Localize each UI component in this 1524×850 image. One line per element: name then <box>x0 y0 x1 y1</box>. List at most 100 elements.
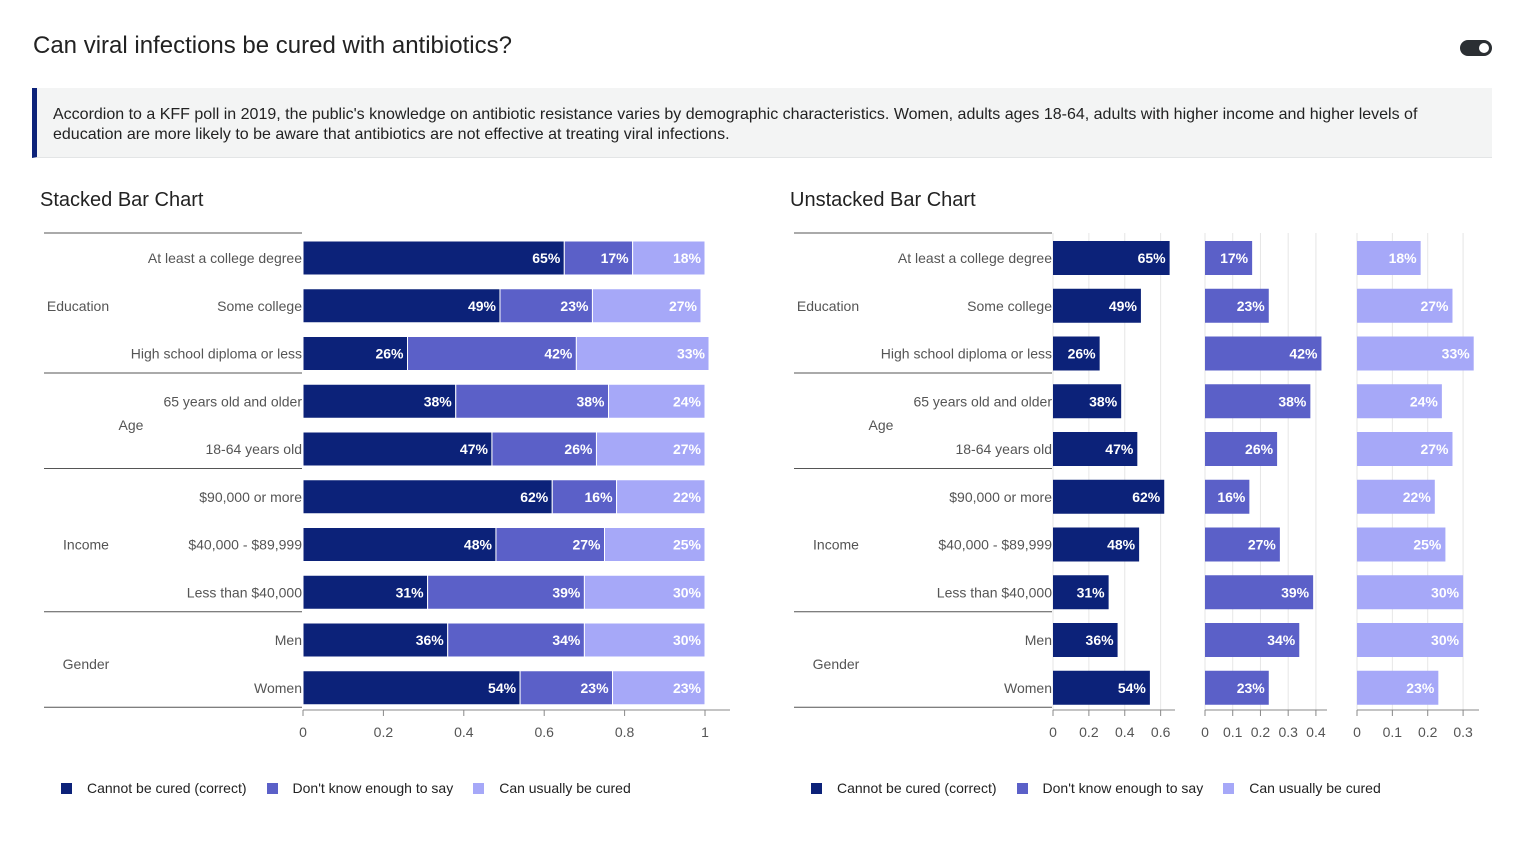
legend-item-dontknow[interactable]: Don't know enough to say <box>266 780 454 796</box>
x-tick-label: 0.4 <box>1306 724 1326 740</box>
category-label: Some college <box>217 298 302 314</box>
bar <box>1357 527 1446 562</box>
legend-swatch <box>1223 782 1235 794</box>
bar <box>1357 336 1474 371</box>
data-label: 26% <box>1068 346 1097 362</box>
bar-segment <box>632 240 706 276</box>
bar-segment <box>302 240 565 276</box>
data-label: 16% <box>1217 489 1246 505</box>
legend-item-usually[interactable]: Can usually be cured <box>1223 780 1381 796</box>
data-label: 31% <box>1077 584 1106 600</box>
data-label: 47% <box>1105 441 1134 457</box>
x-tick-label: 0.2 <box>1418 724 1438 740</box>
category-label: 65 years old and older <box>913 393 1052 409</box>
bar-segment <box>302 574 429 610</box>
bar <box>1357 575 1464 610</box>
legend-label: Don't know enough to say <box>292 780 454 796</box>
bar <box>1053 241 1170 275</box>
bar <box>1053 575 1109 610</box>
bar-segment <box>608 383 706 419</box>
data-label: 30% <box>1431 584 1460 600</box>
x-tick-label: 0.6 <box>534 724 554 740</box>
bar-segment <box>407 336 577 371</box>
data-label: 22% <box>673 489 702 505</box>
data-label: 23% <box>1237 298 1266 314</box>
category-label: Less than $40,000 <box>937 584 1052 600</box>
legend-label: Don't know enough to say <box>1042 780 1204 796</box>
x-tick-label: 0.2 <box>374 724 394 740</box>
category-label: High school diploma or less <box>131 346 302 362</box>
data-label: 39% <box>1281 584 1310 600</box>
data-label: 27% <box>572 537 601 553</box>
category-label: Women <box>254 680 302 696</box>
data-label: 23% <box>581 680 610 696</box>
legend-item-cannot[interactable]: Cannot be cured (correct) <box>811 780 997 796</box>
x-tick-label: 1 <box>701 724 709 740</box>
category-label: Women <box>1004 680 1052 696</box>
data-label: 23% <box>1237 680 1266 696</box>
data-label: 26% <box>375 346 404 362</box>
data-label: 42% <box>544 346 573 362</box>
bar-segment <box>302 431 493 467</box>
bar-segment <box>575 336 710 371</box>
bar <box>1053 623 1118 657</box>
bar-segment <box>616 479 706 515</box>
page-title: Can viral infections be cured with antib… <box>33 32 512 59</box>
data-label: 54% <box>1118 680 1147 696</box>
data-label: 23% <box>560 298 589 314</box>
group-label: Gender <box>813 656 860 672</box>
legend-item-cannot[interactable]: Cannot be cured (correct) <box>61 780 247 796</box>
data-label: 36% <box>1086 632 1115 648</box>
group-label: Income <box>63 537 109 553</box>
bar <box>1053 288 1141 323</box>
data-label: 62% <box>520 489 549 505</box>
view-toggle[interactable] <box>1460 40 1492 56</box>
x-tick-label: 0.4 <box>1115 724 1135 740</box>
data-label: 54% <box>488 680 517 696</box>
toggle-knob <box>1479 43 1489 53</box>
data-label: 16% <box>585 489 614 505</box>
category-label: $90,000 or more <box>199 489 302 505</box>
bar-segment <box>302 527 497 562</box>
data-label: 18% <box>1389 250 1418 266</box>
category-label: At least a college degree <box>148 250 302 266</box>
data-label: 30% <box>673 632 702 648</box>
data-label: 27% <box>1248 537 1277 553</box>
legend-swatch <box>61 782 72 794</box>
data-label: 34% <box>552 632 581 648</box>
bar <box>1205 479 1250 514</box>
x-tick-label: 0.3 <box>1453 724 1473 740</box>
data-label: 39% <box>552 584 581 600</box>
data-label: 47% <box>460 441 489 457</box>
group-label: Education <box>797 298 859 314</box>
legend-swatch <box>1016 782 1028 794</box>
bar <box>1357 241 1421 275</box>
data-label: 27% <box>1420 441 1449 457</box>
unstacked-chart-title: Unstacked Bar Chart <box>790 189 976 211</box>
category-label: $90,000 or more <box>949 489 1052 505</box>
data-label: 24% <box>673 393 702 409</box>
category-label: $40,000 - $89,999 <box>938 537 1052 553</box>
data-label: 38% <box>576 393 605 409</box>
category-label: 65 years old and older <box>163 393 302 409</box>
legend-label: Cannot be cured (correct) <box>87 780 247 796</box>
x-tick-label: 0.4 <box>454 724 474 740</box>
data-label: 65% <box>532 250 561 266</box>
bar-segment <box>591 288 702 324</box>
legend-label: Cannot be cured (correct) <box>837 780 997 796</box>
x-tick-label: 0.3 <box>1278 724 1298 740</box>
legend-item-dontknow[interactable]: Don't know enough to say <box>1016 780 1204 796</box>
legend-item-usually[interactable]: Can usually be cured <box>473 780 631 796</box>
bar-segment <box>455 383 610 419</box>
data-label: 62% <box>1132 489 1161 505</box>
data-label: 36% <box>416 632 445 648</box>
bar-segment <box>583 622 706 658</box>
bar <box>1053 336 1100 371</box>
bar <box>1205 432 1278 466</box>
data-label: 26% <box>1245 441 1274 457</box>
data-label: 49% <box>1109 298 1138 314</box>
bar <box>1205 623 1300 657</box>
data-label: 22% <box>1403 489 1432 505</box>
data-label: 48% <box>464 537 493 553</box>
unstacked-legend: Cannot be cured (correct) Don't know eno… <box>811 780 1401 796</box>
